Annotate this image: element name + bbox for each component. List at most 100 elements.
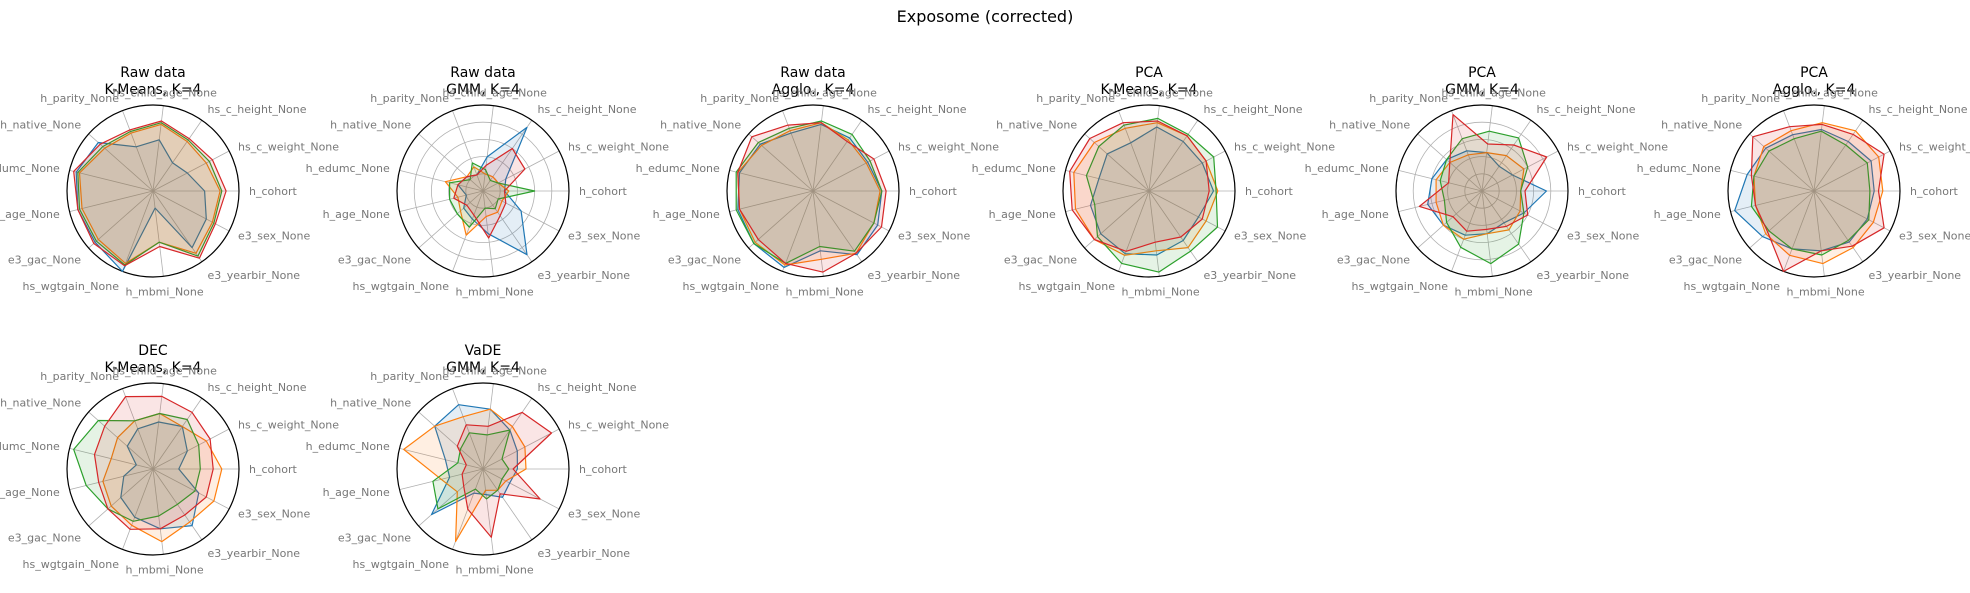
panel-title-line1: VaDE (465, 343, 502, 359)
axis-spoke (482, 119, 533, 192)
axis-spoke (482, 397, 533, 470)
axis-spoke (399, 448, 484, 470)
axis-spoke (452, 190, 484, 272)
axis-label: hs_wgtgain_None (23, 558, 120, 571)
axis-label: e3_sex_None (568, 230, 641, 243)
axis-spoke (812, 190, 824, 277)
axis-label: h_parity_None (1369, 92, 1448, 105)
axis-spoke (122, 468, 154, 550)
axis-spoke (418, 468, 484, 527)
axis-spoke (729, 170, 814, 192)
axis-spoke (88, 190, 154, 249)
axis-spoke (399, 190, 484, 212)
axis-spoke (482, 150, 560, 192)
axis-label: hs_wgtgain_None (1019, 280, 1116, 293)
axis-label: e3_gac_None (338, 254, 411, 267)
axis-spoke (1730, 170, 1815, 192)
axis-label: e3_yearbir_None (538, 269, 631, 282)
series-polygon (444, 166, 510, 236)
axis-spoke (152, 119, 203, 192)
axis-label: e3_sex_None (1234, 230, 1307, 243)
axis-spoke (1084, 133, 1150, 192)
axis-label: hs_child_age_None (1108, 87, 1213, 100)
axis-label: e3_yearbir_None (1204, 269, 1297, 282)
axis-label: h_mbmi_None (126, 285, 204, 298)
outer-ring (726, 104, 900, 278)
axis-label: e3_sex_None (238, 508, 311, 521)
axis-spoke (152, 468, 164, 555)
axis-spoke (482, 468, 560, 510)
radar-panels: Raw data K-Means, K=4 h_cohort hs_c_weight_… (0, 65, 1970, 576)
axis-label: h_mbmi_None (126, 563, 204, 576)
axis-spoke (1783, 190, 1815, 272)
series-polygon (1427, 150, 1548, 236)
axis-label: e3_gac_None (1337, 254, 1410, 267)
axis-label: h_native_None (330, 396, 411, 409)
axis-spoke (1148, 119, 1199, 192)
axis-spoke (418, 133, 484, 192)
axis-label: e3_yearbir_None (868, 269, 961, 282)
panel-title-line2: K-Means, K=4 (105, 360, 202, 376)
axis-spoke (152, 397, 203, 470)
axis-label: e3_gac_None (338, 532, 411, 545)
axis-label: h_parity_None (700, 92, 779, 105)
axis-label: e3_yearbir_None (1869, 269, 1962, 282)
axis-label: h_age_None (323, 486, 390, 499)
axis-spoke (1813, 105, 1825, 192)
axis-label: hs_child_age_None (112, 365, 217, 378)
panel-title-line1: Raw data (450, 65, 515, 81)
panel-title-line1: Raw data (120, 65, 185, 81)
axis-spoke (812, 190, 890, 232)
axis-spoke (69, 190, 154, 212)
axis-spoke (812, 105, 824, 192)
axis-label: e3_sex_None (568, 508, 641, 521)
panel-title-line2: GMM, K=4 (1445, 82, 1519, 98)
axis-spoke (1148, 150, 1226, 192)
axis-spoke (418, 411, 484, 470)
axis-spoke (729, 190, 814, 212)
axis-spoke (812, 190, 863, 263)
axis-label: h_native_None (330, 118, 411, 131)
axis-spoke (88, 411, 154, 470)
axis-spoke (152, 428, 230, 470)
series-polygon (432, 429, 511, 510)
series-polygon (1089, 126, 1215, 256)
axis-spoke (88, 133, 154, 192)
axis-label: hs_child_age_None (442, 365, 547, 378)
axis-spoke (1813, 119, 1864, 192)
axis-label: e3_gac_None (1004, 254, 1077, 267)
axis-label: h_edumc_None (0, 162, 60, 175)
axis-spoke (812, 119, 863, 192)
axis-spoke (1118, 110, 1150, 192)
axis-label: h_cohort (1578, 185, 1626, 198)
series-polygon (1439, 130, 1529, 265)
axis-spoke (1481, 150, 1559, 192)
outer-ring (396, 382, 570, 556)
axis-label: h_native_None (1329, 118, 1410, 131)
axis-label: h_cohort (1910, 185, 1958, 198)
axis-label: h_native_None (660, 118, 741, 131)
axis-label: e3_yearbir_None (1537, 269, 1630, 282)
series-polygon (456, 411, 553, 538)
axis-spoke (399, 170, 484, 192)
axis-label: hs_c_weight_None (568, 140, 669, 153)
axis-label: e3_sex_None (238, 230, 311, 243)
axis-spoke (152, 105, 164, 192)
axis-spoke (452, 388, 484, 470)
axis-label: h_parity_None (1036, 92, 1115, 105)
axis-label: hs_child_age_None (442, 87, 547, 100)
axis-label: h_cohort (1245, 185, 1293, 198)
axis-spoke (748, 190, 814, 249)
axis-label: e3_yearbir_None (538, 547, 631, 560)
axis-label: e3_sex_None (1899, 230, 1970, 243)
axis-label: hs_c_weight_None (238, 418, 339, 431)
panel-title-line2: Agglo., K=4 (772, 82, 855, 98)
axis-spoke (812, 150, 890, 192)
series-polygon (403, 408, 527, 543)
series-polygon (457, 126, 528, 256)
axis-label: hs_c_height_None (1537, 103, 1636, 116)
